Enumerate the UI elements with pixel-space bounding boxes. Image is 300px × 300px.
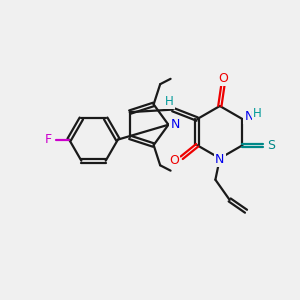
Text: O: O: [218, 72, 228, 85]
Text: S: S: [267, 139, 275, 152]
Text: N: N: [215, 153, 224, 166]
Text: F: F: [45, 133, 52, 146]
Text: N: N: [244, 110, 254, 123]
Text: H: H: [253, 107, 262, 120]
Text: O: O: [169, 154, 179, 167]
Text: N: N: [170, 118, 180, 131]
Text: H: H: [165, 95, 174, 108]
